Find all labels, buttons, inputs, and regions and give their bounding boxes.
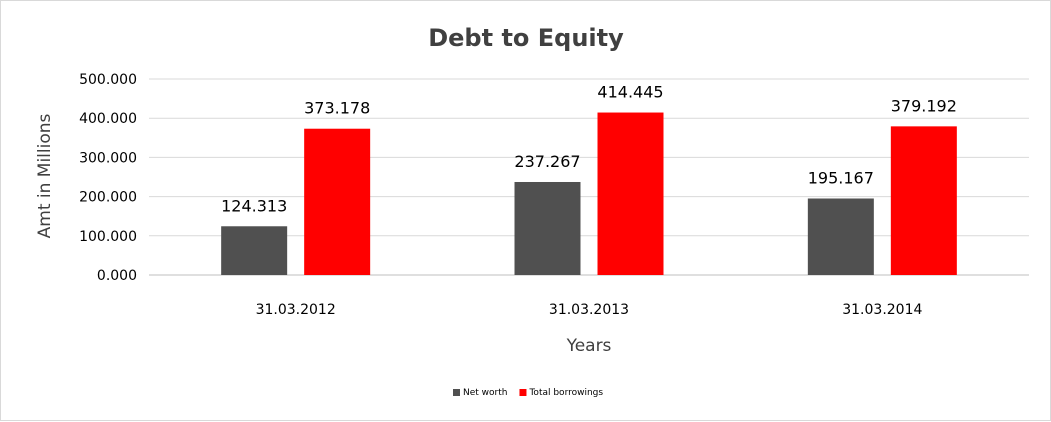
bar-net-worth bbox=[807, 198, 874, 275]
x-tick-label: 31.03.2012 bbox=[256, 302, 336, 318]
gridlines bbox=[149, 78, 1029, 276]
x-tick-label: 31.03.2013 bbox=[549, 302, 629, 318]
legend-swatch-total-borrowings bbox=[519, 389, 527, 396]
bars bbox=[221, 112, 957, 275]
y-tick-label: 0.000 bbox=[97, 268, 137, 284]
data-label-net-worth: 195.167 bbox=[808, 168, 874, 187]
legend-label-total-borrowings: Total borrowings bbox=[528, 388, 603, 398]
y-tick-label: 400.000 bbox=[79, 111, 137, 127]
data-label-net-worth: 237.267 bbox=[514, 152, 580, 171]
bar-net-worth bbox=[221, 226, 288, 275]
y-axis-ticks: 0.000 100.000 200.000 300.000 400.000 500.000 bbox=[79, 72, 137, 284]
legend-swatch-net-worth bbox=[453, 389, 460, 396]
y-tick-label: 500.000 bbox=[79, 72, 137, 88]
data-labels: 124.313 373.178 237.267 414.445 195.167 379.1… bbox=[221, 83, 957, 216]
legend: Net worth Total borrowings bbox=[453, 388, 603, 398]
bar-total-borrowings bbox=[304, 128, 371, 275]
data-label-total-borrowings: 379.192 bbox=[891, 96, 957, 115]
y-axis-title: Amt in Millions bbox=[35, 113, 55, 238]
x-axis-title: Years bbox=[566, 336, 612, 356]
bar-net-worth bbox=[514, 181, 581, 275]
y-tick-label: 200.000 bbox=[79, 190, 137, 206]
x-axis-ticks: 31.03.2012 31.03.2013 31.03.2014 bbox=[256, 302, 923, 318]
x-tick-label: 31.03.2014 bbox=[842, 302, 922, 318]
data-label-total-borrowings: 414.445 bbox=[597, 83, 663, 102]
bar-total-borrowings bbox=[890, 126, 957, 275]
y-tick-label: 100.000 bbox=[79, 229, 137, 245]
data-label-net-worth: 124.313 bbox=[221, 196, 287, 215]
legend-label-net-worth: Net worth bbox=[463, 388, 507, 398]
bar-total-borrowings bbox=[597, 112, 664, 275]
data-label-total-borrowings: 373.178 bbox=[304, 99, 370, 118]
chart-title: Debt to Equity bbox=[428, 24, 624, 52]
y-tick-label: 300.000 bbox=[79, 150, 137, 166]
